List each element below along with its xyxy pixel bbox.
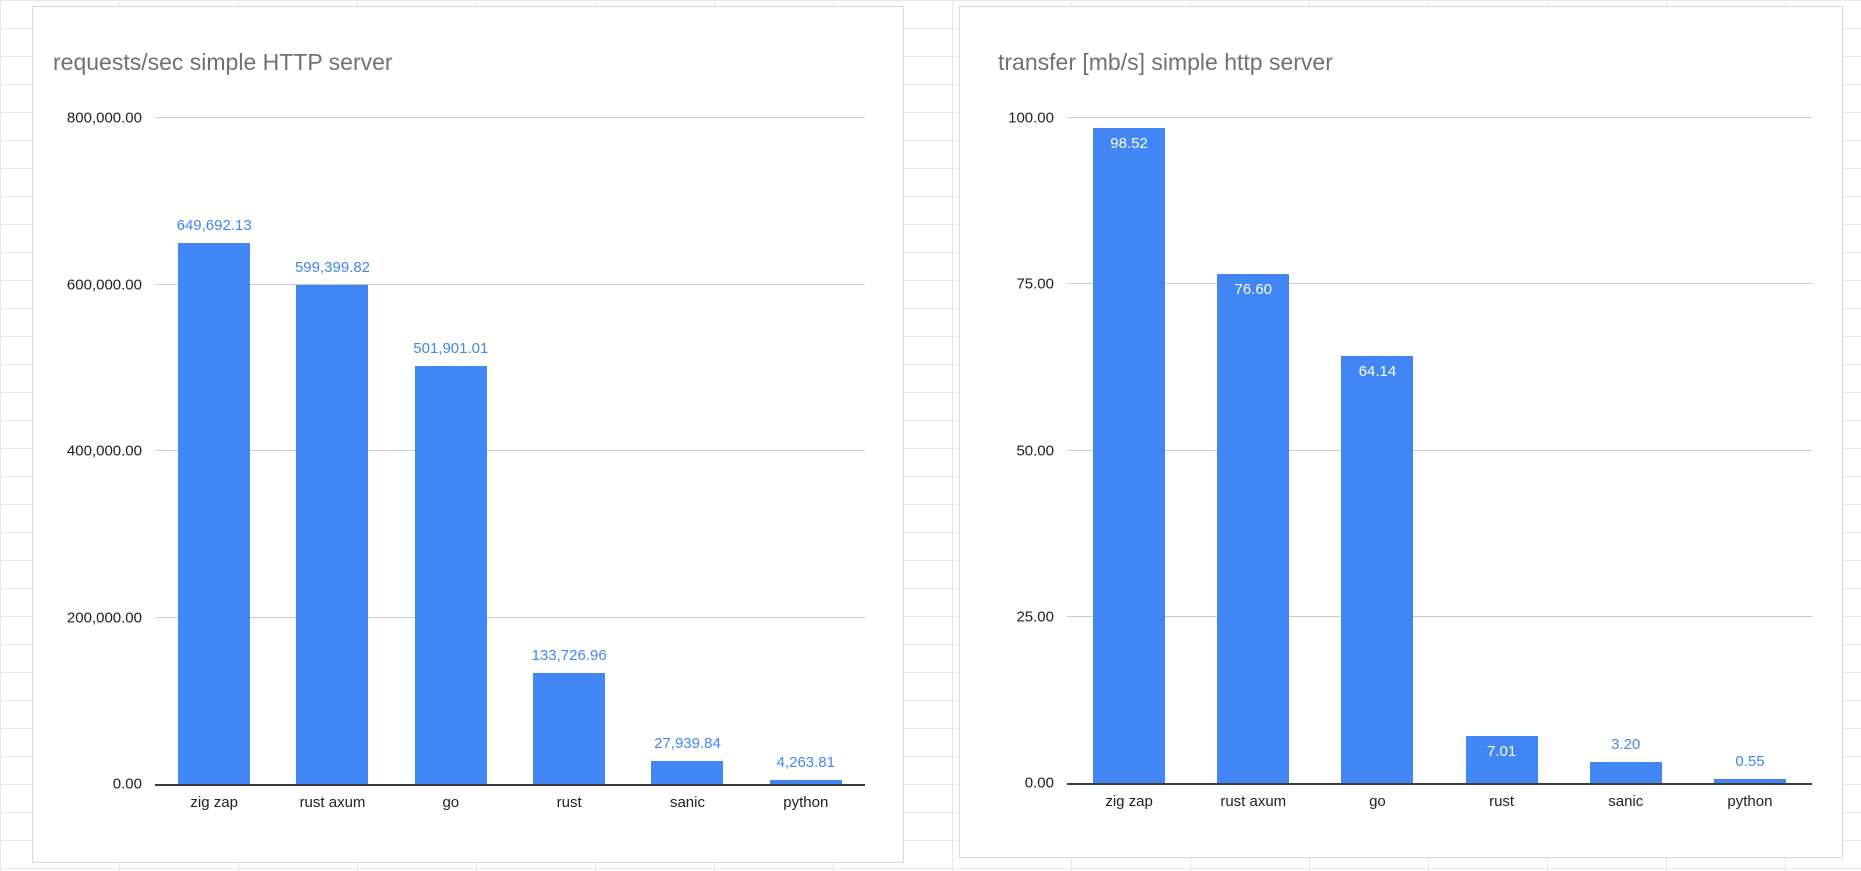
plot-area: 0.00 25.00 50.00 75.00 100.00 98.52 76.60 64.14… — [1008, 110, 1812, 810]
bar-zig-zap[interactable] — [178, 243, 251, 784]
x-axis-labels: zig zap rust axum go rust sanic python — [155, 794, 865, 811]
bar-go[interactable]: 64.14 — [1341, 356, 1414, 783]
x-axis-category-label: python — [783, 794, 829, 811]
x-axis-category-label: rust — [556, 794, 582, 811]
bar-slot: 27,939.84 — [628, 118, 746, 784]
y-axis-tick-label: 75.00 — [1016, 275, 1054, 293]
bar-slot: 76.60 — [1191, 118, 1315, 783]
bars-area: 98.52 76.60 64.14 7.01 3.20 0.55 — [1067, 118, 1812, 783]
x-axis-category-label: rust — [1489, 793, 1515, 810]
value-label: 27,939.84 — [654, 734, 721, 752]
gridline — [1067, 615, 1812, 617]
bar-slot: 7.01 — [1440, 118, 1564, 783]
value-label: 501,901.01 — [413, 340, 489, 358]
bar-sanic[interactable] — [1589, 761, 1662, 783]
y-axis-tick-label: 0.00 — [1024, 774, 1054, 792]
bar-slot: 98.52 — [1067, 118, 1191, 783]
y-axis-tick-label: 600,000.00 — [66, 276, 142, 293]
x-axis-category-label: zig zap — [1105, 793, 1153, 810]
value-label: 64.14 — [1358, 363, 1397, 381]
bar-slot: 599,399.82 — [273, 118, 391, 784]
x-axis-category-label: rust axum — [1220, 793, 1287, 810]
value-label: 0.55 — [1735, 753, 1765, 771]
gridline — [155, 283, 865, 285]
chart-title: requests/sec simple HTTP server — [53, 49, 393, 75]
y-axis-tick-label: 400,000.00 — [66, 442, 142, 460]
y-axis-tick-label: 100.00 — [1008, 109, 1054, 127]
gridline — [1067, 117, 1812, 118]
value-label: 3.20 — [1611, 735, 1641, 753]
gridline — [1067, 283, 1812, 285]
gridline — [155, 616, 865, 618]
bar-slot: 133,726.96 — [510, 118, 628, 784]
bar-go[interactable] — [414, 366, 487, 784]
value-label: 76.60 — [1234, 280, 1273, 298]
x-axis-category-label: zig zap — [190, 794, 238, 811]
value-label: 599,399.82 — [294, 259, 371, 276]
x-axis-category-label: go — [442, 794, 460, 811]
gridline — [155, 117, 865, 118]
bar-rust[interactable]: 7.01 — [1465, 736, 1538, 783]
bar-sanic[interactable] — [651, 760, 724, 784]
bar-rust-axum[interactable] — [296, 285, 369, 784]
x-axis-labels: zig zap rust axum go rust sanic python — [1067, 793, 1812, 810]
gridline — [1067, 449, 1812, 451]
y-axis-tick-label: 0.00 — [112, 775, 142, 793]
y-axis-tick-label: 50.00 — [1016, 442, 1054, 459]
bar-rust-axum[interactable]: 76.60 — [1217, 273, 1290, 783]
value-label: 4,263.81 — [776, 754, 835, 772]
bars-area: 649,692.13 599,399.82 501,901.01 133,726.96… — [155, 118, 865, 784]
x-axis-category-label: rust axum — [299, 794, 366, 811]
chart-card-requests-per-sec[interactable]: requests/sec simple HTTP server 0.00 200,… — [32, 6, 904, 863]
chart-card-transfer-mbs[interactable]: transfer [mb/s] simple http server 0.00 2… — [959, 6, 1843, 858]
bar-slot: 3.20 — [1564, 118, 1688, 783]
chart-title: transfer [mb/s] simple http server — [998, 49, 1333, 75]
bar-slot: 649,692.13 — [155, 118, 273, 784]
plot-area: 0.00 200,000.00 400,000.00 600,000.00 800,00… — [67, 110, 865, 811]
x-axis-category-label: python — [1727, 793, 1773, 810]
y-axis-tick-label: 200,000.00 — [66, 609, 142, 626]
bar-slot: 501,901.01 — [392, 118, 510, 784]
bar-slot: 4,263.81 — [747, 118, 865, 784]
value-label: 7.01 — [1486, 743, 1517, 761]
x-axis-category-label: sanic — [669, 794, 705, 811]
gridline — [155, 450, 865, 451]
x-axis-category-label: sanic — [1608, 793, 1644, 810]
bar-python[interactable] — [1713, 779, 1786, 783]
bar-slot: 64.14 — [1315, 118, 1439, 783]
value-label: 649,692.13 — [176, 217, 252, 235]
y-axis-tick-label: 25.00 — [1016, 608, 1054, 626]
bar-zig-zap[interactable]: 98.52 — [1093, 127, 1166, 783]
x-axis-category-label: go — [1369, 793, 1386, 810]
bar-python[interactable] — [769, 780, 842, 784]
bar-slot: 0.55 — [1688, 118, 1812, 783]
value-label: 133,726.96 — [531, 646, 607, 664]
bar-rust[interactable] — [533, 672, 606, 784]
value-label: 98.52 — [1110, 134, 1148, 152]
y-axis-tick-label: 800,000.00 — [66, 109, 142, 127]
